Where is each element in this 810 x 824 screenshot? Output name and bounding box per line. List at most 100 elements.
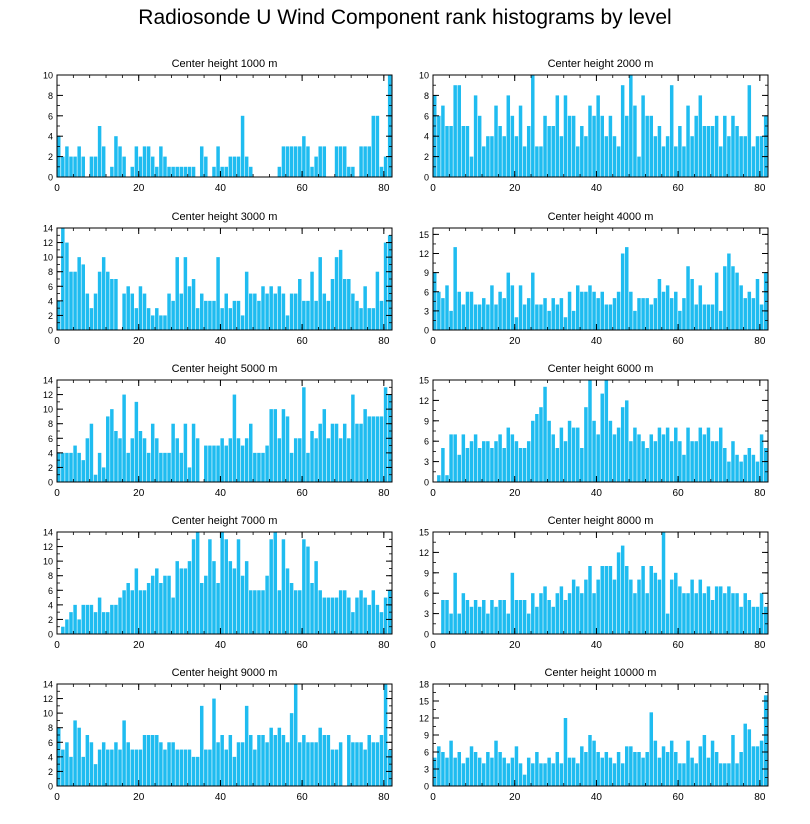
histogram-bar <box>371 115 376 177</box>
histogram-bar <box>731 441 735 482</box>
y-tick-label: 10 <box>43 709 53 719</box>
panel-title: Center height 3000 m <box>172 211 278 223</box>
histogram-bar <box>657 427 662 482</box>
y-tick-label: 0 <box>424 173 429 183</box>
histogram-bar <box>596 434 600 482</box>
histogram-bar <box>236 539 241 634</box>
histogram-bar <box>93 474 98 482</box>
histogram-bar <box>449 310 453 330</box>
histogram-bar <box>318 423 322 482</box>
histogram-bar <box>318 590 322 634</box>
histogram-bar <box>187 561 192 634</box>
histogram-bar <box>204 445 208 482</box>
histogram-bar <box>228 308 233 330</box>
histogram-bar <box>547 757 551 786</box>
histogram-bar <box>244 438 249 482</box>
histogram-bar <box>216 445 220 482</box>
histogram-bar <box>551 298 555 330</box>
histogram-bar <box>159 583 163 634</box>
histogram-bar <box>653 136 658 177</box>
histogram-bar <box>600 757 604 786</box>
histogram-bar <box>486 752 490 786</box>
histogram-bar <box>220 532 224 634</box>
histogram-bar <box>702 126 707 177</box>
histogram-panel: Center height 8000 m 0 20 40 60 80 0 3 6 9 12 15 <box>419 515 769 651</box>
histogram-bar <box>110 279 114 330</box>
histogram-bar <box>130 590 135 634</box>
histogram-bar <box>155 438 159 482</box>
histogram-bar <box>310 583 314 634</box>
histogram-bar <box>678 586 682 634</box>
histogram-bar <box>318 727 322 786</box>
x-tick-label: 20 <box>509 183 521 194</box>
x-tick-label: 40 <box>215 792 227 803</box>
histogram-bar <box>580 448 584 482</box>
x-tick-label: 80 <box>378 792 390 803</box>
histogram-bar <box>359 308 363 330</box>
histogram-bar <box>584 752 588 786</box>
histogram-bar <box>510 434 515 482</box>
histogram-bar <box>465 757 470 786</box>
histogram-bar <box>338 590 343 634</box>
histogram-bar <box>457 752 461 786</box>
histogram-bar <box>457 291 461 330</box>
histogram-bar <box>106 416 110 482</box>
histogram-bar <box>555 593 560 634</box>
histogram-bar <box>706 586 711 634</box>
histogram-bar <box>649 304 654 330</box>
histogram-bar <box>453 572 457 634</box>
histogram-bar <box>604 566 609 634</box>
y-tick-label: 10 <box>43 253 53 263</box>
histogram-bar <box>338 146 343 177</box>
histogram-bar <box>167 742 171 786</box>
histogram-bar <box>310 431 314 482</box>
histogram-bar <box>212 445 216 482</box>
y-tick-label: 14 <box>43 224 53 234</box>
histogram-bar <box>502 298 506 330</box>
x-tick-label: 40 <box>215 640 227 651</box>
y-tick-label: 2 <box>424 152 429 162</box>
y-tick-label: 3 <box>424 765 429 775</box>
histogram-bar <box>363 146 367 177</box>
histogram-bar <box>126 742 130 786</box>
histogram-bar <box>310 271 314 330</box>
histogram-bar <box>490 448 494 482</box>
histogram-bar <box>306 452 310 482</box>
histogram-bar <box>367 604 371 634</box>
histogram-bar <box>240 742 245 786</box>
histogram-bar <box>155 308 159 330</box>
histogram-bar <box>437 475 441 482</box>
histogram-bar <box>347 166 351 177</box>
histogram-bar <box>727 763 731 786</box>
histogram-bar <box>735 454 739 482</box>
histogram-bar <box>759 593 764 634</box>
histogram-panel: Center height 10000 m 0 20 40 60 80 0 3 6 9 12 15 18 <box>419 667 769 803</box>
histogram-bar <box>224 166 228 177</box>
histogram-bar <box>249 293 253 330</box>
x-tick-label: 40 <box>591 336 603 347</box>
y-tick-label: 15 <box>419 697 429 707</box>
y-tick-label: 9 <box>424 416 429 426</box>
histogram-bar <box>506 613 511 634</box>
histogram-bar <box>355 742 359 786</box>
histogram-bar <box>347 279 351 330</box>
histogram-bar <box>718 586 723 634</box>
histogram-bar <box>89 308 94 330</box>
histogram-bar <box>759 304 764 330</box>
y-tick-label: 12 <box>419 396 429 406</box>
histogram-bar <box>228 438 233 482</box>
y-tick-label: 10 <box>43 405 53 415</box>
histogram-bar <box>334 146 339 177</box>
histogram-bar <box>150 156 155 177</box>
histogram-bar <box>580 291 584 330</box>
histogram-bar <box>674 427 678 482</box>
y-tick-label: 18 <box>419 680 429 690</box>
histogram-bar <box>482 441 486 482</box>
panel-title: Center height 4000 m <box>548 211 654 223</box>
histogram-bar <box>183 166 188 177</box>
histogram-bar <box>473 304 478 330</box>
histogram-bar <box>751 746 756 786</box>
histogram-bar <box>735 763 739 786</box>
histogram-bar <box>641 566 645 634</box>
y-tick-label: 6 <box>48 111 53 121</box>
